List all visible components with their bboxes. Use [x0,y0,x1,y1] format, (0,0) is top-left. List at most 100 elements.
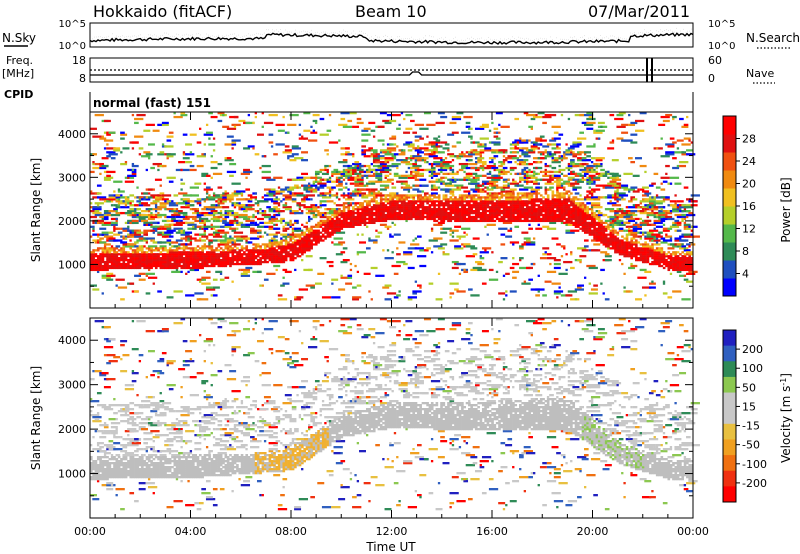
power-cell [335,223,339,226]
power-cell [178,253,181,256]
power-cell [280,243,283,246]
power-cell [556,196,559,199]
power-cell [456,208,460,211]
power-cell [115,219,118,223]
power-cell [405,143,413,146]
power-cell [498,227,508,230]
power-cell [526,210,529,213]
power-cell [563,221,571,225]
power-cell [484,210,487,213]
power-cell [152,262,156,266]
power-cell [384,184,387,187]
power-cell [106,251,109,254]
power-cell [147,255,151,258]
power-cell [398,290,401,293]
power-cell [470,166,478,170]
power-cell [92,208,102,211]
power-cell [407,206,411,209]
power-cell [199,127,202,130]
power-cell [268,233,278,236]
power-cell [328,190,332,193]
power-cell [345,206,348,209]
power-cell [166,262,170,266]
power-cell [212,227,216,230]
power-cell [147,276,158,279]
power-cell [312,215,318,219]
power-cell [468,288,473,291]
power-cell [143,204,151,207]
power-cell [303,188,309,191]
power-cell [544,202,548,205]
power-cell [164,223,174,226]
power-cell [159,264,163,268]
power-cell [131,221,139,225]
power-cell [396,159,406,162]
power-cell [570,221,573,225]
power-cell [301,198,306,201]
power-cell [354,161,360,164]
power-cell [342,196,346,199]
power-cell [215,206,225,209]
power-cell [308,235,311,238]
power-cell [407,208,411,211]
power-cell [414,208,418,211]
power-cell [90,202,93,205]
power-cell [505,200,508,203]
power-cell [551,213,555,217]
power-cell [495,213,499,217]
power-cell [551,196,555,199]
power-cell [217,204,220,207]
power-cell [426,215,429,219]
power-cell [352,172,355,176]
power-cell [419,286,422,289]
power-cell [363,208,367,211]
power-cell [588,225,592,228]
power-cell [542,219,545,223]
power-cell [479,204,483,207]
power-cell [372,206,376,209]
power-cell [433,213,436,217]
power-cell [512,276,517,279]
power-cell [196,255,200,258]
power-cell [600,235,603,238]
power-cell [604,219,612,223]
power-cell [90,255,93,258]
power-cell [245,262,249,266]
power-cell [486,194,490,197]
power-cell [296,241,300,244]
power-cell [210,247,214,250]
power-cell [433,206,436,209]
power-cell [289,243,293,246]
power-cell [523,215,527,219]
power-cell [161,264,165,268]
power-cell [103,221,114,225]
power-cell [433,194,436,197]
power-cell [106,272,114,275]
power-cell [106,151,116,154]
power-cell [115,217,118,221]
power-cell [403,211,406,215]
power-cell [590,170,598,174]
power-cell [131,211,135,215]
power-cell [108,194,114,197]
power-cell [192,255,195,258]
power-cell [291,153,299,156]
power-cell [577,157,587,160]
power-cell [449,217,453,221]
power-cell [305,227,309,230]
power-cell [243,257,246,260]
power-cell [398,215,402,219]
power-cell [342,204,346,207]
power-cell [500,125,510,128]
power-cell [551,206,555,209]
power-cell [379,170,390,174]
power-cell [590,233,594,236]
power-cell [138,257,142,260]
power-cell [210,264,214,268]
power-cell [519,180,522,183]
power-cell [546,170,550,174]
power-cell [377,204,381,207]
power-cell [224,264,228,268]
power-cell [324,219,327,223]
power-cell [509,215,513,219]
